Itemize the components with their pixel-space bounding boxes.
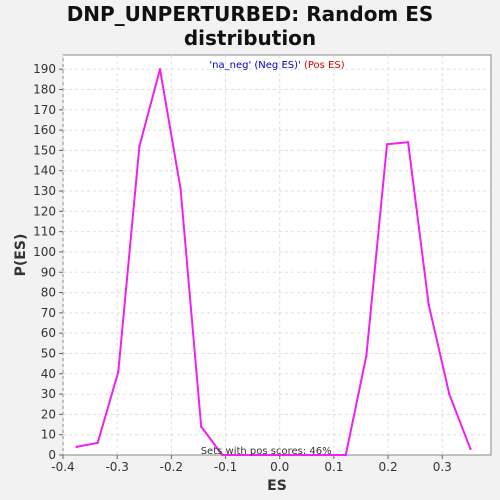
data-point (75, 445, 78, 449)
data-point (385, 143, 389, 146)
y-tick-label: 180 (33, 83, 56, 97)
chart-title: DNP_UNPERTURBED: Random ES distribution (0, 2, 500, 50)
chart-title-line-2: distribution (183, 26, 317, 50)
y-tick-label: 60 (41, 326, 56, 340)
grid (62, 55, 491, 455)
y-tick-label: 50 (41, 346, 56, 360)
x-tick-label: 0.0 (270, 460, 289, 474)
y-tick-label: 120 (33, 204, 56, 218)
data-point (179, 187, 182, 191)
y-tick-label: 80 (41, 286, 56, 300)
y-tick-label: 160 (33, 123, 56, 137)
y-tick-label: 190 (33, 62, 56, 76)
x-tick-label: -0.2 (160, 460, 183, 474)
x-tick-label: -0.1 (214, 460, 237, 474)
y-tick-label: 170 (33, 103, 56, 117)
data-point (448, 392, 451, 396)
x-tick-label: 0.2 (379, 460, 398, 474)
x-tick-label: 0.1 (324, 460, 343, 474)
data-point (117, 370, 120, 373)
data-point (158, 68, 162, 71)
data-point (96, 441, 99, 445)
y-axis-label: P(ES) (13, 234, 29, 277)
data-point (344, 453, 348, 457)
x-tick-label: 0.3 (433, 460, 452, 474)
legend-neg-label: 'na_neg' (Neg ES)' (209, 60, 300, 71)
y-tick-label: 70 (41, 306, 56, 320)
y-tick-label: 100 (33, 245, 56, 259)
data-point (221, 453, 224, 457)
y-tick-label: 90 (41, 265, 56, 279)
data-point (138, 145, 141, 148)
y-tick-label: 150 (33, 143, 56, 157)
y-tick-label: 130 (33, 184, 56, 198)
legend-pos-label: (Pos ES) (301, 60, 345, 71)
y-tick-label: 20 (41, 407, 56, 421)
y-tick-label: 40 (41, 367, 56, 381)
y-tick-label: 110 (33, 225, 56, 239)
x-tick-label: -0.3 (105, 460, 128, 474)
y-tick-label: 0 (48, 448, 56, 462)
data-point (469, 447, 472, 451)
data-point (406, 141, 410, 144)
x-axis-label: ES (267, 478, 287, 494)
pos-scores-annotation: Sets with pos scores: 46% (201, 446, 332, 457)
x-tick-label: -0.4 (51, 460, 74, 474)
data-point (199, 425, 203, 428)
axes: 0 10 20 30 40 50 60 70 80 90 100 110 120 130 140 150 160… (33, 62, 452, 474)
legend: 'na_neg' (Neg ES)' (Pos ES) (209, 60, 344, 71)
data-point (427, 303, 430, 306)
plot-area (62, 54, 492, 456)
data-point (365, 354, 368, 357)
y-tick-label: 140 (33, 164, 56, 178)
series-group (75, 68, 472, 457)
y-tick-label: 10 (41, 428, 56, 442)
chart-title-line-1: DNP_UNPERTURBED: Random ES (66, 2, 434, 26)
y-tick-label: 30 (41, 387, 56, 401)
